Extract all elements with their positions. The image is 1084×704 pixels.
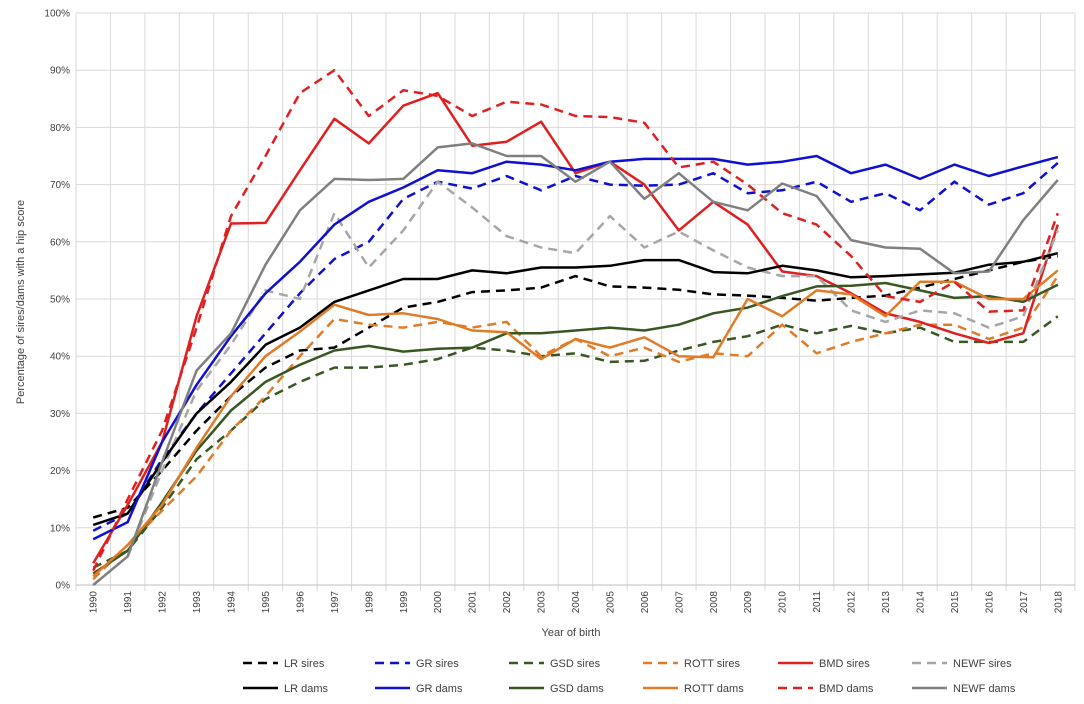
y-tick-label: 0%	[56, 581, 71, 592]
x-tick-label: 1999	[399, 591, 410, 614]
x-tick-label: 2012	[847, 591, 858, 614]
x-tick-label: 1997	[330, 591, 341, 614]
x-tick-label: 1992	[158, 591, 169, 614]
legend-label: GSD dams	[550, 683, 604, 695]
y-tick-label: 100%	[44, 9, 70, 20]
y-tick-label: 10%	[50, 523, 70, 534]
legend-item-bmd-sires: BMD sires	[778, 658, 870, 670]
legend-item-gsd-sires: GSD sires	[509, 658, 601, 670]
x-tick-label: 2005	[605, 591, 616, 614]
series-line-bmd-sires	[92, 91, 1059, 564]
legend-label: NEWF dams	[953, 683, 1016, 695]
x-tick-label: 2016	[984, 591, 995, 614]
legend-label: BMD sires	[819, 658, 870, 670]
y-tick-label: 70%	[50, 180, 70, 191]
x-tick-label: 2008	[709, 591, 720, 614]
y-tick-label: 50%	[50, 295, 70, 306]
x-tick-label: 2003	[537, 591, 548, 614]
series-line-gr-dams	[92, 154, 1059, 541]
legend-item-newf-dams: NEWF dams	[912, 683, 1016, 695]
legend-label: ROTT dams	[684, 683, 744, 695]
legend-label: GR sires	[416, 658, 459, 670]
y-tick-label: 20%	[50, 466, 70, 477]
y-axis-tick-labels: 0% 10% 20% 30% 40% 50% 60% 70% 80% 90% 100%	[44, 9, 70, 592]
series-line-gsd-sires	[92, 315, 1059, 569]
legend-label: NEWF sires	[953, 658, 1012, 670]
x-tick-label: 2004	[571, 591, 582, 614]
x-tick-label: 2017	[1019, 591, 1030, 614]
series-line-newf-sires	[92, 180, 1059, 586]
legend-item-newf-sires: NEWF sires	[912, 658, 1012, 670]
series-line-gsd-dams	[92, 281, 1059, 575]
series-line-bmd-dams	[92, 68, 1059, 572]
legend-label: BMD dams	[819, 683, 874, 695]
x-tick-label: 2014	[915, 591, 926, 614]
legend: LR sires GR sires GSD sires ROTT sires BMD s…	[243, 658, 1016, 695]
x-tick-label: 1991	[123, 591, 134, 614]
x-tick-label: 2018	[1053, 591, 1064, 614]
x-tick-label: 1995	[261, 591, 272, 614]
x-tick-label: 2000	[433, 591, 444, 614]
y-tick-label: 80%	[50, 123, 70, 134]
legend-label: LR sires	[284, 658, 325, 670]
legend-item-rott-sires: ROTT sires	[643, 658, 741, 670]
x-axis-tick-labels: 1990 1991 1992 1993 1994 1995 1996 1997 1998 1999…	[89, 591, 1065, 614]
legend-label: LR dams	[284, 683, 329, 695]
legend-item-gr-sires: GR sires	[375, 658, 459, 670]
x-tick-label: 1990	[89, 591, 100, 614]
y-axis-title: Percentage of sires/dams with a hip scor…	[15, 200, 27, 404]
gridlines	[75, 12, 1076, 591]
legend-item-bmd-dams: BMD dams	[778, 683, 874, 695]
series-line-lr-sires	[92, 254, 1059, 519]
x-tick-label: 1996	[295, 591, 306, 614]
y-tick-label: 40%	[50, 352, 70, 363]
series-line-lr-dams	[92, 251, 1059, 527]
x-tick-label: 1994	[227, 591, 238, 614]
x-tick-label: 1993	[192, 591, 203, 614]
series-line-gr-sires	[92, 161, 1059, 532]
x-tick-label: 2009	[743, 591, 754, 614]
legend-label: GSD sires	[550, 658, 601, 670]
x-tick-label: 2001	[468, 591, 479, 614]
x-tick-label: 2006	[640, 591, 651, 614]
series-line-newf-dams	[92, 142, 1059, 586]
legend-item-lr-sires: LR sires	[243, 658, 325, 670]
legend-item-gr-dams: GR dams	[375, 683, 463, 695]
x-tick-label: 1998	[364, 591, 375, 614]
y-tick-label: 30%	[50, 409, 70, 420]
legend-item-gsd-dams: GSD dams	[509, 683, 604, 695]
series-line-rott-dams	[92, 269, 1059, 578]
legend-label: GR dams	[416, 683, 463, 695]
x-tick-label: 2011	[812, 591, 823, 613]
x-tick-label: 2013	[881, 591, 892, 614]
legend-label: ROTT sires	[684, 658, 741, 670]
x-tick-label: 2010	[778, 591, 789, 614]
y-tick-label: 90%	[50, 66, 70, 77]
series-lines	[92, 68, 1059, 586]
y-tick-label: 60%	[50, 237, 70, 248]
x-tick-label: 2002	[502, 591, 513, 614]
x-tick-label: 2015	[950, 591, 961, 614]
legend-item-lr-dams: LR dams	[243, 683, 329, 695]
x-tick-label: 2007	[674, 591, 685, 614]
x-axis-title: Year of birth	[542, 627, 601, 639]
legend-item-rott-dams: ROTT dams	[643, 683, 744, 695]
